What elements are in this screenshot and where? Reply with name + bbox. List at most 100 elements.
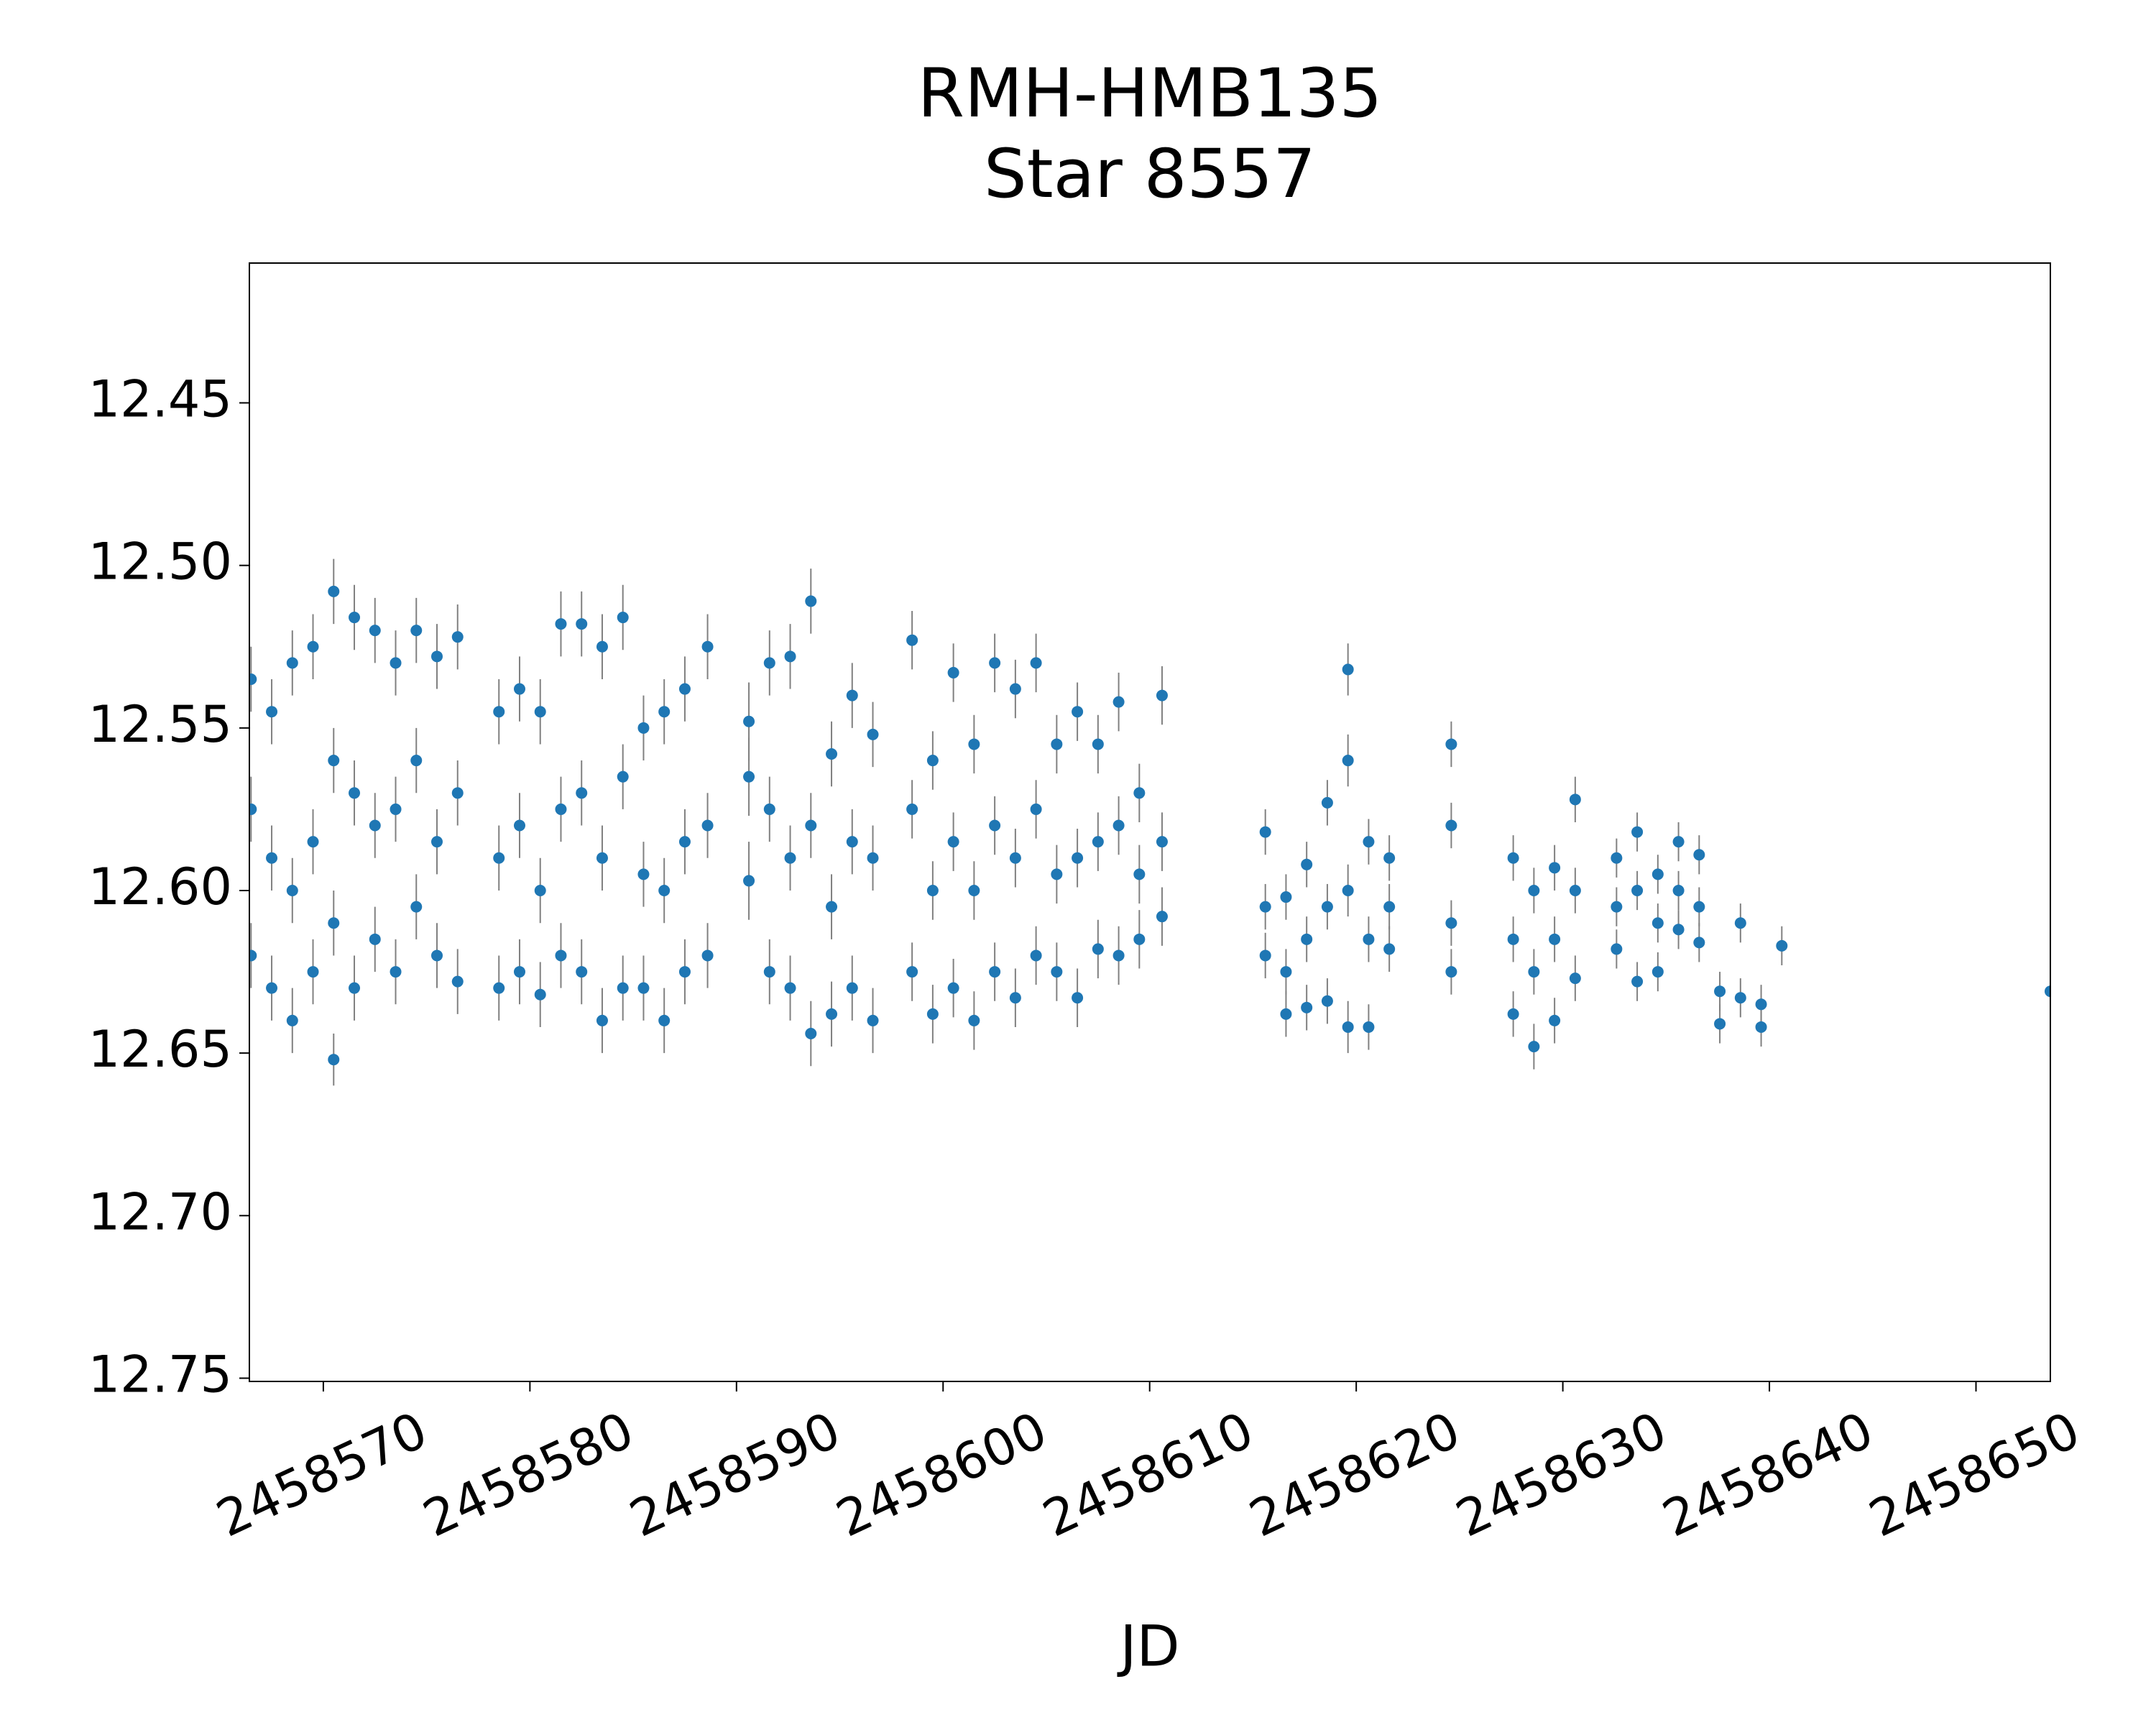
- data-point: [1112, 696, 1125, 708]
- plot-area: [249, 558, 2050, 1086]
- data-point: [328, 585, 340, 597]
- data-point: [1280, 966, 1292, 978]
- data-point: [1651, 966, 1664, 978]
- data-point: [637, 722, 650, 734]
- data-point: [1112, 819, 1125, 832]
- data-point: [1549, 862, 1561, 874]
- data-point: [1445, 738, 1457, 750]
- data-point: [1776, 939, 1788, 952]
- data-point: [1672, 924, 1685, 936]
- data-point: [1133, 868, 1146, 880]
- data-point: [555, 949, 567, 962]
- data-point: [763, 966, 775, 978]
- data-point: [1301, 933, 1313, 945]
- data-point: [1528, 1041, 1540, 1053]
- data-point: [249, 949, 257, 962]
- data-point: [1363, 933, 1375, 945]
- data-point: [431, 949, 443, 962]
- data-point: [286, 657, 298, 669]
- data-point: [658, 1014, 671, 1026]
- data-point: [1528, 884, 1540, 896]
- data-point: [906, 966, 918, 978]
- data-point: [968, 884, 980, 896]
- data-point: [1342, 755, 1354, 767]
- data-point: [369, 933, 381, 945]
- data-point: [1569, 884, 1581, 896]
- data-point: [1693, 849, 1705, 861]
- data-point: [286, 1014, 298, 1026]
- data-point: [451, 631, 464, 643]
- data-point: [555, 803, 567, 815]
- data-point: [926, 884, 939, 896]
- data-point: [763, 803, 775, 815]
- data-point: [1030, 657, 1042, 669]
- data-point: [867, 852, 879, 864]
- y-tick-label: 12.70: [88, 1182, 232, 1241]
- chart-subtitle: Star 8557: [984, 135, 1316, 213]
- data-point: [1755, 998, 1767, 1011]
- data-point: [678, 966, 691, 978]
- data-point: [328, 917, 340, 929]
- data-point: [968, 738, 980, 750]
- data-point: [286, 884, 298, 896]
- data-point: [1280, 891, 1292, 903]
- data-point: [947, 666, 959, 678]
- data-point: [1383, 943, 1396, 955]
- data-point: [617, 982, 629, 994]
- data-point: [906, 803, 918, 815]
- y-tick-label: 12.65: [88, 1020, 232, 1079]
- data-point: [2045, 985, 2050, 998]
- data-point: [678, 683, 691, 695]
- data-point: [846, 689, 858, 702]
- data-point: [249, 673, 257, 685]
- data-point: [1528, 966, 1540, 978]
- y-tick-label: 12.55: [88, 695, 232, 754]
- data-point: [1507, 852, 1519, 864]
- data-point: [637, 868, 650, 880]
- data-point: [968, 1014, 980, 1026]
- data-point: [826, 901, 838, 913]
- data-point: [576, 787, 588, 799]
- data-point: [1714, 985, 1726, 998]
- data-point: [1259, 901, 1271, 913]
- y-tick-label: 12.50: [88, 533, 232, 592]
- data-point: [617, 770, 629, 783]
- data-point: [369, 819, 381, 832]
- data-point: [926, 1008, 939, 1020]
- data-point: [867, 1014, 879, 1026]
- data-point: [1672, 836, 1685, 848]
- data-point: [1651, 917, 1664, 929]
- data-point: [1112, 949, 1125, 962]
- data-point: [1280, 1008, 1292, 1020]
- y-tick-label: 12.60: [88, 857, 232, 916]
- data-point: [576, 966, 588, 978]
- data-point: [1611, 943, 1623, 955]
- data-point: [805, 819, 817, 832]
- data-point: [307, 966, 319, 978]
- data-point: [307, 640, 319, 653]
- data-point: [534, 706, 546, 718]
- data-point: [826, 748, 838, 760]
- data-point: [1030, 949, 1042, 962]
- data-point: [451, 975, 464, 988]
- chart-title: RMH-HMB135: [918, 55, 1383, 133]
- data-point: [658, 706, 671, 718]
- data-point: [1734, 917, 1746, 929]
- data-point: [1363, 1021, 1375, 1033]
- data-point: [1611, 901, 1623, 913]
- data-point: [743, 770, 755, 783]
- data-point: [1445, 917, 1457, 929]
- data-point: [906, 634, 918, 646]
- data-point: [1363, 836, 1375, 848]
- data-point: [596, 852, 608, 864]
- data-point: [1072, 992, 1084, 1004]
- data-point: [596, 1014, 608, 1026]
- data-point: [1301, 1001, 1313, 1013]
- data-point: [410, 901, 423, 913]
- data-point: [1342, 1021, 1354, 1033]
- data-point: [1342, 663, 1354, 676]
- data-point: [596, 640, 608, 653]
- data-point: [1156, 689, 1168, 702]
